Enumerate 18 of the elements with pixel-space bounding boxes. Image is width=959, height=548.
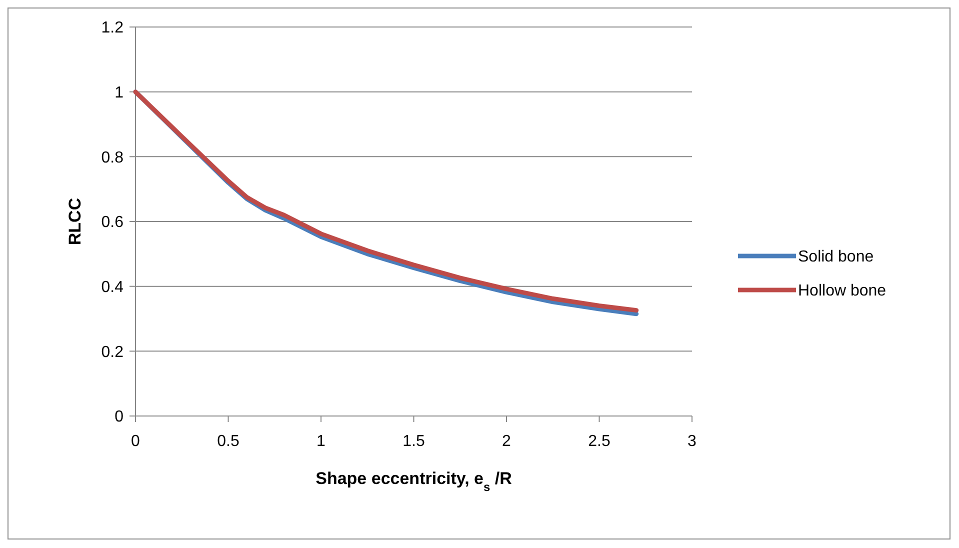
x-axis-title: Shape eccentricity, e$_{s}$ /R — [316, 469, 512, 494]
y-tick-label: 0 — [114, 408, 124, 426]
x-tick-label: 3 — [688, 433, 697, 450]
x-tick-label: 0 — [131, 433, 140, 450]
y-tick-label: 0.6 — [101, 214, 124, 232]
legend-label: Hollow bone — [798, 282, 886, 300]
x-tick-label: 0.5 — [217, 433, 240, 450]
x-tick-label: 1.5 — [402, 433, 425, 450]
y-tick-label: 1.2 — [101, 20, 124, 37]
x-tick-label: 1 — [316, 433, 326, 450]
y-axis-title: RLCC — [66, 198, 84, 246]
y-tick-label: 0.2 — [101, 344, 124, 361]
y-tick-label: 0.8 — [101, 149, 124, 166]
x-tick-label: 2.5 — [588, 433, 610, 450]
y-tick-label: 1 — [114, 84, 124, 102]
x-tick-label: 2 — [502, 433, 512, 450]
legend-label: Solid bone — [798, 248, 874, 266]
y-tick-label: 0.4 — [101, 278, 124, 296]
